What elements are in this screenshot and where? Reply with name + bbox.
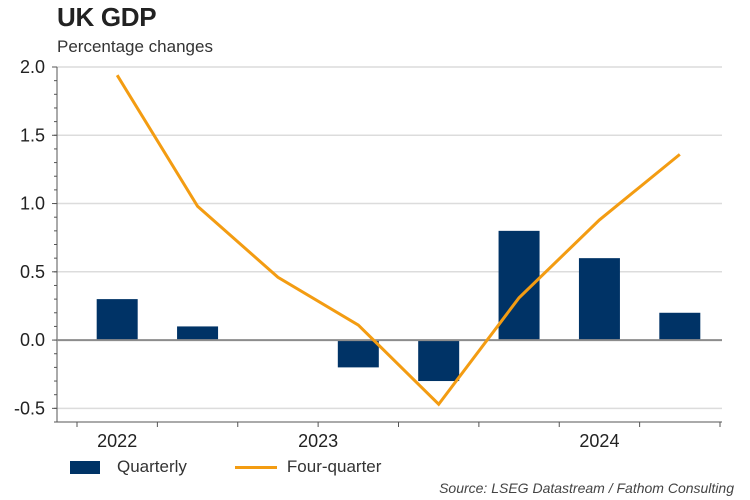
x-tick-label-2023: 2023 xyxy=(298,431,338,451)
bar-series-quarterly xyxy=(96,230,701,382)
y-tick-label: 0.5 xyxy=(20,262,45,282)
x-tick-label-2022: 2022 xyxy=(97,431,137,451)
bar-2023-q1 xyxy=(177,326,219,341)
line-series-four-quarter xyxy=(115,74,681,407)
legend-swatch-line xyxy=(234,465,277,469)
y-tick-label: 1.0 xyxy=(20,194,45,214)
y-axis: -0.5 0.0 0.5 1.0 1.5 2.0 xyxy=(14,57,58,423)
y-tick-label: 1.5 xyxy=(20,125,45,145)
x-tick-label-2024: 2024 xyxy=(579,431,619,451)
source-note: Source: LSEG Datastream / Fathom Consult… xyxy=(439,480,734,496)
bar-2024-q2 xyxy=(578,258,620,341)
y-tick-label: -0.5 xyxy=(14,398,45,418)
legend-item-four-quarter: Four-quarter xyxy=(234,457,382,477)
y-tick-label: 0.0 xyxy=(20,330,45,350)
legend-label-four-quarter: Four-quarter xyxy=(286,457,382,476)
legend-item-quarterly: Quarterly xyxy=(70,457,187,477)
legend: Quarterly Four-quarter xyxy=(70,457,429,477)
legend-label-quarterly: Quarterly xyxy=(117,457,187,476)
bar-2022-q4 xyxy=(96,299,138,341)
legend-swatch-bar xyxy=(70,460,100,474)
four-quarter-line xyxy=(115,74,681,407)
chart-subtitle: Percentage changes xyxy=(57,37,213,56)
bar-2023-q3 xyxy=(337,340,379,368)
y-tick-label: 2.0 xyxy=(20,57,45,77)
bar-2024-q3 xyxy=(659,312,701,341)
chart-title: UK GDP xyxy=(57,2,157,32)
x-axis: 2022 2023 2024 xyxy=(57,421,722,451)
bar-2023-q4 xyxy=(418,340,460,382)
